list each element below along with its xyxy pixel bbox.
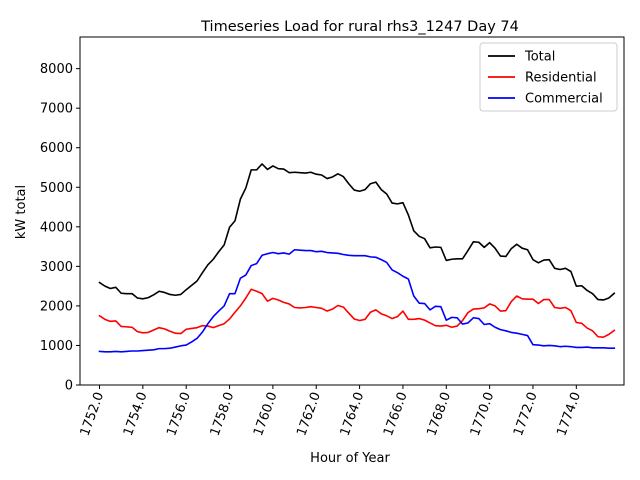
y-axis-label: kW total <box>14 185 29 239</box>
y-tick-label: 6000 <box>40 141 73 156</box>
legend: Total Residential Commercial <box>479 42 618 112</box>
series-line-total <box>98 163 616 301</box>
y-tick-label: 2000 <box>40 299 73 314</box>
y-tick-label: 1000 <box>40 339 73 354</box>
y-tick-label: 5000 <box>40 181 73 196</box>
series-line-residential <box>98 288 616 338</box>
y-tick-label: 7000 <box>40 102 73 117</box>
axes-frame <box>79 36 625 386</box>
series-line-commercial <box>98 248 616 353</box>
legend-label-total: Total <box>524 50 555 65</box>
y-tick-label: 3000 <box>40 260 73 275</box>
y-tick-label: 4000 <box>40 220 73 235</box>
y-tick-label: 8000 <box>40 62 73 77</box>
y-tick-label: 0 <box>65 379 73 394</box>
x-axis-label: Hour of Year <box>310 451 390 466</box>
legend-label-commercial: Commercial <box>525 92 603 107</box>
chart-title: Timeseries Load for rural rhs3_1247 Day … <box>200 19 519 35</box>
legend-box <box>479 42 618 112</box>
legend-label-residential: Residential <box>525 71 597 86</box>
